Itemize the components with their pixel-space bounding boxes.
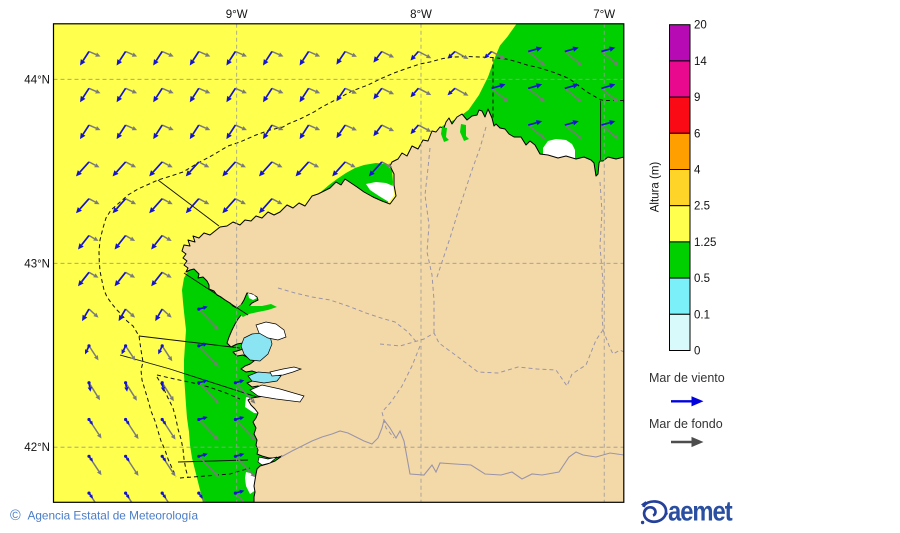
svg-text:Altura (m): Altura (m) <box>650 162 662 213</box>
svg-text:44°N: 44°N <box>24 74 50 86</box>
svg-text:9: 9 <box>694 92 700 104</box>
svg-text:6: 6 <box>694 128 700 140</box>
svg-text:Mar de fondo: Mar de fondo <box>649 417 723 431</box>
svg-text:14: 14 <box>694 56 707 68</box>
svg-text:7°W: 7°W <box>593 9 615 21</box>
svg-text:Agencia Estatal de Meteorologí: Agencia Estatal de Meteorología <box>28 509 199 523</box>
svg-text:20: 20 <box>694 20 707 32</box>
svg-text:43°N: 43°N <box>24 258 50 270</box>
svg-text:aemet: aemet <box>668 495 733 527</box>
svg-text:9°W: 9°W <box>226 9 248 21</box>
svg-text:1.25: 1.25 <box>694 237 716 249</box>
svg-text:4: 4 <box>694 165 701 177</box>
svg-text:42°N: 42°N <box>24 442 50 454</box>
svg-text:0.1: 0.1 <box>694 309 710 321</box>
svg-text:Mar de viento: Mar de viento <box>649 371 725 385</box>
svg-text:©: © <box>10 508 21 524</box>
svg-text:0: 0 <box>694 346 700 358</box>
svg-text:0.5: 0.5 <box>694 273 710 285</box>
svg-text:8°W: 8°W <box>410 9 432 21</box>
svg-text:2.5: 2.5 <box>694 201 710 213</box>
